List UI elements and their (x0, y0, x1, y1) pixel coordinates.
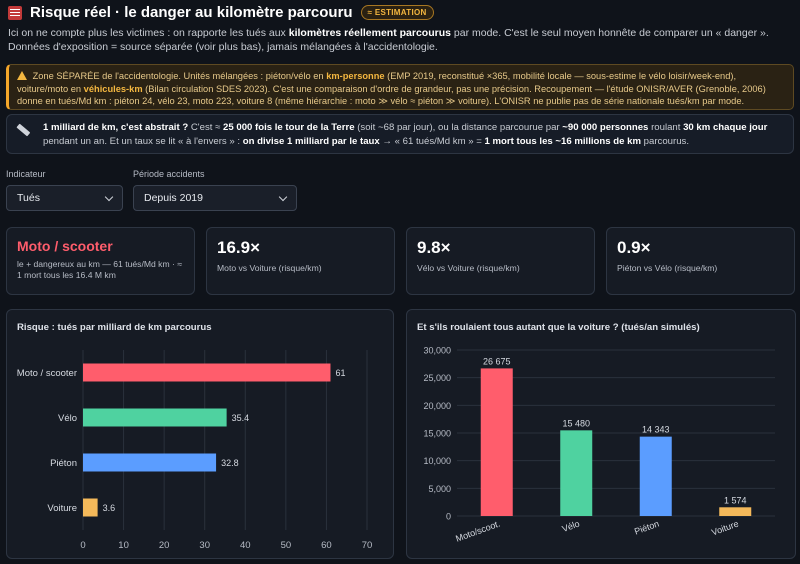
kpi-card-moto-vs-voiture: 16.9× Moto vs Voiture (risque/km) (206, 227, 395, 295)
chevron-down-icon (104, 192, 114, 201)
y-tick-label: 0 (446, 512, 451, 522)
x-tick-label: 0 (80, 540, 85, 551)
x-tick-label: 60 (321, 540, 332, 551)
bar (83, 498, 98, 517)
bar (83, 363, 331, 382)
category-label: Vélo (561, 518, 581, 534)
bar (83, 408, 227, 427)
risk-per-km-chart: 0 10 20 30 40 50 60 70 Moto / scooter 61 Vélo 35.4 P… (17, 350, 373, 551)
x-tick-label: 30 (199, 540, 210, 551)
kpi-card-pieton-vs-velo: 0.9× Piéton vs Vélo (risque/km) (606, 227, 795, 295)
warning-box: Zone SÉPARÉE de l'accidentologie. Unités… (6, 64, 794, 110)
period-value: Depuis 2019 (144, 192, 203, 204)
ruler-icon (16, 123, 31, 137)
kpi-value: 9.8× (417, 238, 451, 257)
x-tick-label: 20 (159, 540, 170, 551)
estimation-badge: ≈ ESTIMATION (360, 5, 434, 20)
x-tick-label: 50 (281, 540, 292, 551)
y-tick-label: 10,000 (423, 456, 451, 466)
intro-text: Ici on ne compte plus les victimes : on … (8, 27, 769, 53)
y-tick-label: 15,000 (423, 429, 451, 439)
data-label: 15 480 (562, 418, 590, 428)
x-tick-label: 40 (240, 540, 251, 551)
bar (719, 507, 752, 516)
category-label: Piéton (633, 518, 660, 536)
period-select[interactable]: Depuis 2019 (133, 185, 297, 211)
bar (480, 368, 513, 516)
bar (560, 430, 593, 516)
kpi-caption: Piéton vs Vélo (risque/km) (617, 263, 718, 273)
data-label: 35.4 (232, 413, 250, 423)
category-label: Piéton (50, 458, 77, 469)
kpi-value: 16.9× (217, 238, 261, 257)
data-label: 3.6 (103, 503, 116, 513)
category-label: Moto/scoot. (454, 518, 501, 543)
kpi-value: 0.9× (617, 238, 651, 257)
kpi-caption: le + dangereux au km — 61 tués/Md km · ≈… (17, 259, 182, 280)
data-label: 1 574 (724, 495, 747, 505)
indicator-select[interactable]: Tués (6, 185, 123, 211)
category-label: Voiture (47, 503, 77, 514)
chevron-down-icon (278, 192, 288, 201)
simulated-chart-panel: Et s'ils roulaient tous autant que la vo… (406, 309, 796, 559)
indicator-label: Indicateur (6, 169, 46, 179)
y-tick-label: 30,000 (423, 346, 451, 356)
category-label: Voiture (710, 518, 740, 537)
category-label: Moto / scooter (17, 368, 77, 379)
page-header: Risque réel · le danger au kilomètre par… (8, 4, 434, 21)
x-tick-label: 10 (118, 540, 129, 551)
chart-title: Et s'ils roulaient tous autant que la vo… (417, 322, 700, 333)
indicator-filter: Indicateur Tués (6, 169, 123, 211)
kpi-card-most-dangerous: Moto / scooter le + dangereux au km — 61… (6, 227, 195, 295)
data-label: 32.8 (221, 458, 239, 468)
bar (83, 453, 217, 472)
y-tick-label: 20,000 (423, 401, 451, 411)
data-label: 61 (335, 368, 345, 378)
data-label: 26 675 (483, 356, 511, 366)
category-label: Vélo (58, 413, 77, 424)
y-tick-label: 5,000 (428, 484, 451, 494)
y-tick-label: 25,000 (423, 373, 451, 383)
kpi-value: Moto / scooter (17, 238, 113, 254)
risk-chart-panel: Risque : tués par milliard de km parcour… (6, 309, 394, 559)
indicator-value: Tués (17, 192, 40, 204)
page-title: Risque réel · le danger au kilomètre par… (30, 4, 353, 21)
period-label: Période accidents (133, 169, 205, 179)
report-icon (8, 5, 22, 20)
kpi-caption: Vélo vs Voiture (risque/km) (417, 263, 520, 273)
bar (639, 436, 672, 516)
simulated-deaths-chart: 0 5,000 10,000 15,000 20,000 25,000 30,000 26 6… (423, 346, 775, 544)
period-filter: Période accidents Depuis 2019 (133, 169, 297, 211)
chart-title: Risque : tués par milliard de km parcour… (17, 322, 212, 333)
data-label: 14 343 (642, 425, 670, 435)
warning-icon (17, 71, 27, 80)
info-box: 1 milliard de km, c'est abstrait ? C'est… (6, 114, 794, 154)
x-tick-label: 70 (362, 540, 373, 551)
kpi-caption: Moto vs Voiture (risque/km) (217, 263, 322, 273)
kpi-card-velo-vs-voiture: 9.8× Vélo vs Voiture (risque/km) (406, 227, 595, 295)
